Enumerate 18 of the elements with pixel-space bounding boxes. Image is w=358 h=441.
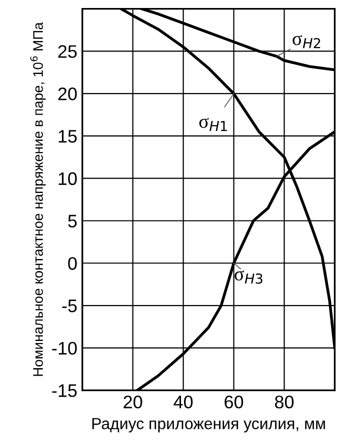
y-tick-label: 0 <box>68 257 77 270</box>
y-tick-label: -10 <box>52 342 77 355</box>
series-label: σ$_{H1}$ <box>199 118 227 131</box>
y-tick-label: 15 <box>58 130 77 143</box>
y-tick-label: 25 <box>58 45 77 58</box>
x-tick-label: 80 <box>274 396 294 408</box>
y-tick-label: 20 <box>58 88 77 100</box>
x-tick-label: 60 <box>224 396 244 408</box>
x-axis-title: Радиус приложения усилия, мм <box>92 418 325 432</box>
y-axis-title: Номинальное контактное напряжение в паре, 10$^{6}$ МПа <box>30 22 46 376</box>
y-tick-label: -5 <box>62 300 77 312</box>
x-tick-label: 20 <box>124 396 142 408</box>
series-label: σ$_{H2}$ <box>292 34 320 48</box>
y-tick-label: 5 <box>68 214 77 228</box>
x-tick-label: 40 <box>174 396 193 408</box>
y-tick-label: 10 <box>58 172 77 186</box>
series-label: σ$_{H3}$ <box>234 270 262 284</box>
y-tick-label: -15 <box>52 384 77 398</box>
